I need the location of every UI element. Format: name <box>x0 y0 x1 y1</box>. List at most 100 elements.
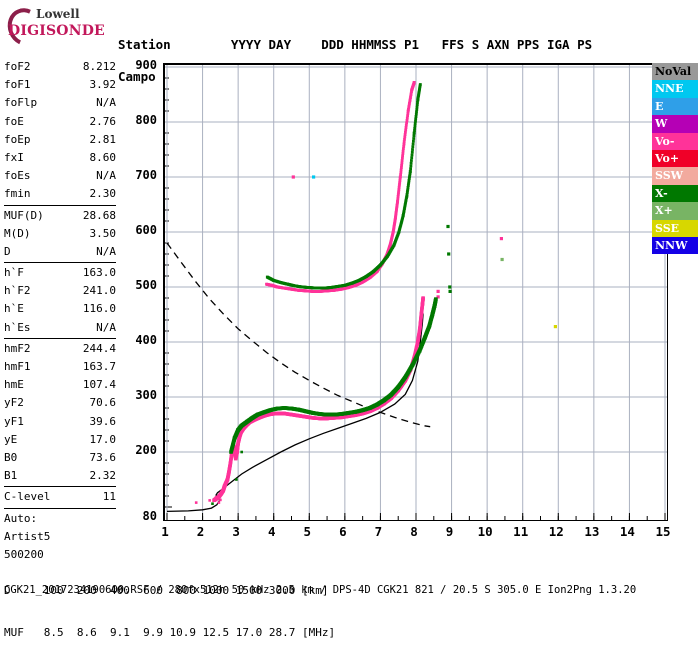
table-row: hmE 107.4 <box>4 376 116 394</box>
divider <box>4 262 116 264</box>
x-axis-label-14: 14 <box>619 524 635 539</box>
legend-item-sse[interactable]: SSE <box>652 219 698 237</box>
param-value: 2.81 <box>89 132 117 146</box>
param-key: h`F <box>4 266 24 280</box>
trace-o-main <box>212 296 425 503</box>
legend-item-nnw[interactable]: NNW <box>652 236 698 255</box>
param-group-virtual-heights: h`F 163.0 h`F2 241.0 h`E 116.0 h`Es N/A <box>4 264 116 337</box>
table-row: MUF(D) 28.68 <box>4 207 116 225</box>
series-isolated-x- <box>446 224 452 293</box>
y-axis-label-800: 800 <box>135 113 157 127</box>
param-key: B0 <box>4 450 18 464</box>
legend-item-vo-[interactable]: Vo- <box>652 132 698 150</box>
trace-x-main <box>229 297 438 454</box>
table-row: yF1 39.6 <box>4 413 116 431</box>
auto-label: Auto: <box>4 511 38 525</box>
legend-item-ssw[interactable]: SSW <box>652 167 698 185</box>
param-key: MUF(D) <box>4 208 44 222</box>
table-row: h`Es N/A <box>4 319 116 337</box>
table-row: B0 73.6 <box>4 449 116 467</box>
legend-item-x-[interactable]: X+ <box>652 202 698 220</box>
param-key: C-level <box>4 490 51 504</box>
y-axis-label-200: 200 <box>135 443 157 457</box>
logo-digisonde-text: DIGISONDE <box>8 23 105 39</box>
param-key: foEp <box>4 132 31 146</box>
legend-item-e[interactable]: E <box>652 97 698 116</box>
autoscaling-info: Auto: Artist5 500200 <box>4 510 116 565</box>
table-row: D N/A <box>4 243 116 261</box>
series-2nd-hop-o <box>265 81 416 293</box>
param-key: h`F2 <box>4 284 31 298</box>
divider <box>4 507 116 509</box>
param-value: 8.60 <box>89 150 117 164</box>
param-key: yF2 <box>4 396 24 410</box>
x-axis-label-11: 11 <box>513 524 529 539</box>
param-key: hmE <box>4 378 24 392</box>
x-axis-label-13: 13 <box>584 524 600 539</box>
x-axis-label-7: 7 <box>374 524 383 539</box>
trace-o-hop2 <box>265 81 416 293</box>
x-axis-label-15: 15 <box>655 524 671 539</box>
table-row: foE 2.76 <box>4 113 116 131</box>
x-axis-label-9: 9 <box>445 524 454 539</box>
series-isolated-x- <box>500 257 504 262</box>
table-row: fmin 2.30 <box>4 185 116 203</box>
y-axis-label-500: 500 <box>135 278 157 292</box>
table-row: C-level 11 <box>4 488 116 506</box>
param-value: 39.6 <box>89 414 117 428</box>
param-value: 2.76 <box>89 114 117 128</box>
table-row: hmF2 244.4 <box>4 340 116 358</box>
source-file-line: CGK21_2017234190600.RSF / 280fx512h 50 k… <box>4 584 637 596</box>
logo-lowell-text: Lowell <box>36 7 80 21</box>
ionogram-canvas <box>165 65 667 520</box>
table-row: foFlp N/A <box>4 94 116 112</box>
param-value: 241.0 <box>82 284 116 298</box>
x-axis-label-5: 5 <box>303 524 312 539</box>
param-value: 73.6 <box>89 450 117 464</box>
muf-row: MUF 8.5 8.6 9.1 9.9 10.9 12.5 17.0 28.7 … <box>4 626 336 639</box>
digisonde-logo: Lowell DIGISONDE <box>2 3 106 51</box>
y-axis-label-300: 300 <box>135 388 157 402</box>
divider <box>4 486 116 488</box>
param-value: N/A <box>96 96 116 110</box>
legend-item-w[interactable]: W <box>652 115 698 133</box>
legend-item-nne[interactable]: NNE <box>652 80 698 98</box>
x-axis-label-8: 8 <box>410 524 418 539</box>
table-row: yE 17.0 <box>4 431 116 449</box>
param-value: N/A <box>96 244 116 258</box>
series-isolated-sse <box>553 325 557 329</box>
series-isolated-vo- <box>291 175 503 299</box>
param-value: 2.32 <box>89 469 117 483</box>
param-value: N/A <box>96 169 116 183</box>
param-key: foE <box>4 114 24 128</box>
param-value: 107.4 <box>82 378 116 392</box>
param-value: 244.4 <box>82 341 116 355</box>
table-row: foF2 8.212 <box>4 58 116 76</box>
y-axis-label-900: 900 <box>135 58 157 72</box>
ionospheric-parameters-table: foF2 8.212 foF1 3.92 foFlp N/A foE 2.76 foEp… <box>4 58 116 564</box>
param-key: B1 <box>4 469 18 483</box>
y-axis-label-80: 80 <box>142 509 157 523</box>
param-value: 8.212 <box>82 60 116 73</box>
legend-item-vo-[interactable]: Vo+ <box>652 149 698 168</box>
param-key: foF1 <box>4 78 31 92</box>
param-value: 17.0 <box>89 432 117 446</box>
muf-distance-table: D 100 200 400 600 800 1000 1500 3000 [km… <box>4 556 335 654</box>
param-key: fxI <box>4 150 24 164</box>
x-axis-label-2: 2 <box>196 524 205 539</box>
param-value: 3.92 <box>89 78 117 92</box>
auto-version: 500200 <box>4 547 44 561</box>
legend-item-noval[interactable]: NoVal <box>652 63 698 81</box>
param-group-muf: MUF(D) 28.68 M(D) 3.50 D N/A <box>4 207 116 262</box>
param-group-clevel: C-level 11 <box>4 488 116 506</box>
y-axis-label-600: 600 <box>135 223 157 237</box>
x-axis-label-4: 4 <box>267 524 276 539</box>
param-value: 163.0 <box>82 266 116 280</box>
polarization-legend: NoVal NNE E W Vo- Vo+ SSW X- X+ SSE NNW <box>652 63 698 255</box>
legend-item-x-[interactable]: X- <box>652 184 698 203</box>
series-isolated-nne <box>312 175 316 179</box>
param-key: hmF2 <box>4 341 31 355</box>
param-value: 3.50 <box>89 226 117 240</box>
param-group-frequencies: foF2 8.212 foF1 3.92 foFlp N/A foE 2.76 foEp… <box>4 58 116 204</box>
param-key: yE <box>4 432 18 446</box>
